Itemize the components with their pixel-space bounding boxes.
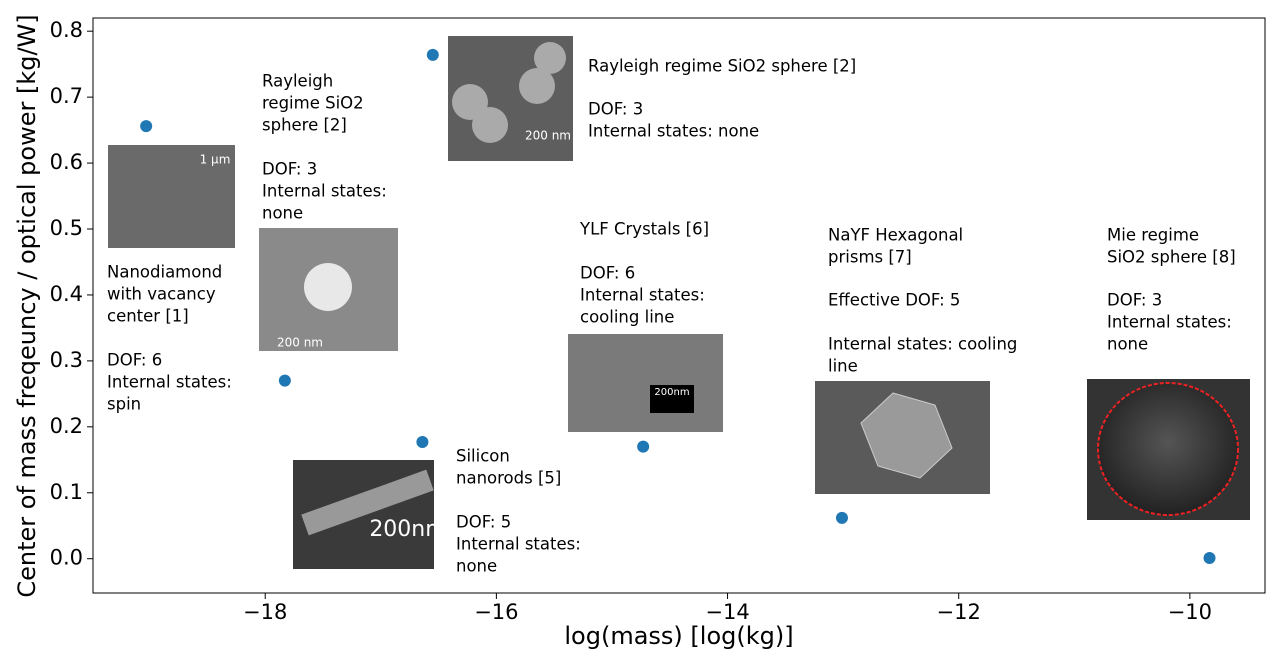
image-label: 1 µm xyxy=(200,153,231,167)
x-tick-label: −10 xyxy=(1168,600,1212,624)
annotation: sphere [2] xyxy=(262,116,347,135)
image-label: 200 nm xyxy=(525,129,571,143)
annotation: Internal states: xyxy=(107,373,232,392)
point xyxy=(416,435,429,448)
annotation: Rayleigh regime SiO2 sphere [2] xyxy=(588,57,856,76)
image-label: 200 nm xyxy=(277,336,323,350)
annotation: line xyxy=(828,357,858,376)
annotation: nanorods [5] xyxy=(456,469,561,488)
y-tick-label: 0.1 xyxy=(50,480,83,504)
annotation: cooling line xyxy=(580,308,674,327)
x-tick-label: −12 xyxy=(937,600,981,624)
image-rod xyxy=(301,469,434,536)
image-sphere xyxy=(1097,382,1239,516)
annotation: Internal states: xyxy=(456,535,581,554)
annotation: Effective DOF: 5 xyxy=(828,291,960,310)
annotation: Internal states: xyxy=(1107,313,1232,332)
x-tick-label: −18 xyxy=(243,600,287,624)
annotation: DOF: 3 xyxy=(262,160,317,179)
image-sphere xyxy=(534,42,566,74)
y-tick-label: 0.6 xyxy=(50,150,83,174)
point xyxy=(835,511,848,524)
y-tick-label: 0.4 xyxy=(50,282,83,306)
y-tick-label: 0.0 xyxy=(50,546,83,570)
point xyxy=(140,120,153,133)
image-ylf xyxy=(568,334,723,432)
point xyxy=(278,374,291,387)
image-sphere xyxy=(519,68,555,104)
point xyxy=(426,48,439,61)
annotation: Internal states: xyxy=(262,182,387,201)
annotation: none xyxy=(1107,335,1148,354)
annotation: DOF: 6 xyxy=(580,264,635,283)
annotation: none xyxy=(262,204,303,223)
annotation: center [1] xyxy=(107,307,189,326)
x-tick-label: −16 xyxy=(474,600,518,624)
annotation: Internal states: xyxy=(580,286,705,305)
x-tick-label: −14 xyxy=(705,600,749,624)
image-sphere xyxy=(472,107,508,143)
y-tick-label: 0.7 xyxy=(50,84,83,108)
image-scalebox xyxy=(650,385,694,413)
image-label: 200nm xyxy=(369,517,446,542)
annotation: DOF: 5 xyxy=(456,513,511,532)
annotation: with vacancy xyxy=(107,285,216,304)
y-tick-label: 0.3 xyxy=(50,348,83,372)
point xyxy=(1203,552,1216,565)
annotation: none xyxy=(456,557,497,576)
annotation: Mie regime xyxy=(1107,226,1199,245)
annotation: DOF: 3 xyxy=(588,100,643,119)
annotation: DOF: 3 xyxy=(1107,291,1162,310)
annotation: DOF: 6 xyxy=(107,351,162,370)
y-tick-label: 0.2 xyxy=(50,414,83,438)
annotation: Internal states: none xyxy=(588,122,759,141)
x-axis-label: log(mass) [log(kg)] xyxy=(564,622,793,650)
annotation: YLF Crystals [6] xyxy=(579,220,709,239)
image-nanodiamond xyxy=(108,145,235,248)
image-label: 200nm xyxy=(654,387,689,398)
annotation: Internal states: cooling xyxy=(828,335,1017,354)
image-sphere xyxy=(304,263,352,311)
images xyxy=(108,36,1250,569)
image-hexagon xyxy=(860,392,953,479)
annotation: Silicon xyxy=(456,447,510,466)
y-tick-label: 0.8 xyxy=(50,18,83,42)
annotation: prisms [7] xyxy=(828,248,912,267)
annotation: spin xyxy=(107,395,141,414)
point xyxy=(637,440,650,453)
annotation: SiO2 sphere [8] xyxy=(1107,248,1236,267)
plot-frame xyxy=(92,17,1266,594)
y-tick-label: 0.5 xyxy=(50,216,83,240)
annotation: Rayleigh xyxy=(262,72,333,91)
annotation: Nanodiamond xyxy=(107,263,222,282)
annotation: NaYF Hexagonal xyxy=(828,226,963,245)
y-axis-label: Center of mass freqeuncy / optical power… xyxy=(13,14,41,597)
annotation: regime SiO2 xyxy=(262,94,364,113)
